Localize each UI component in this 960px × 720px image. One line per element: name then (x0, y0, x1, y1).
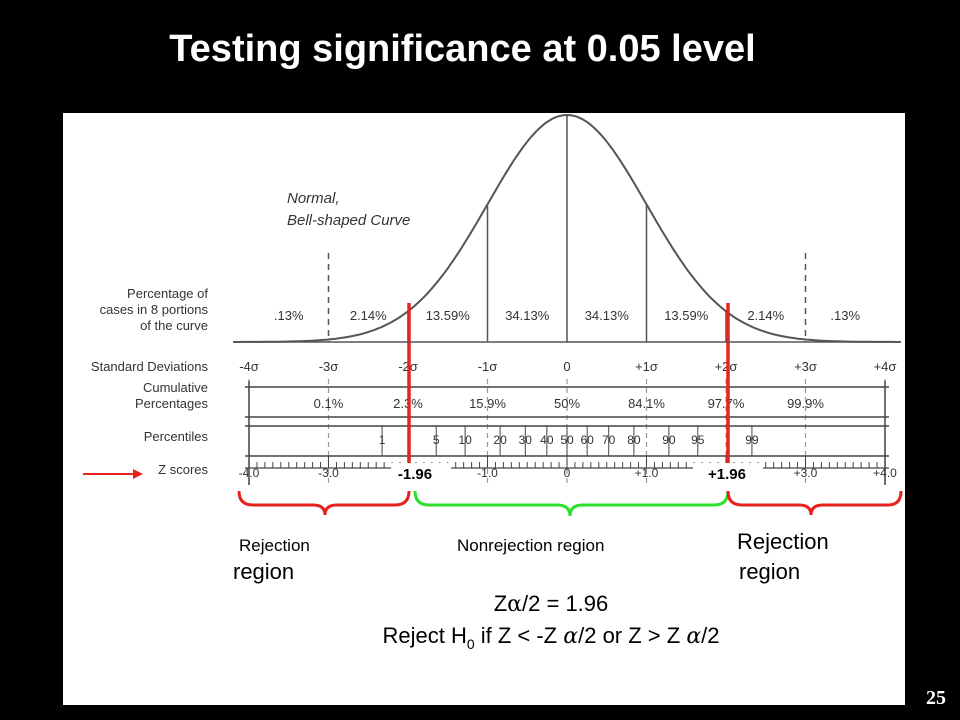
rejection-rule-formula: Reject H0 if Z < -Z α/2 or Z > Z α/2 (382, 623, 719, 652)
critical-left-bg (391, 463, 451, 485)
z-score-label: +1.0 (635, 466, 659, 480)
curve-label-line1: Normal, (287, 190, 340, 207)
sd-label: 0 (563, 359, 570, 374)
z-score-row: -4.0 -3.0 -1.0 0 +1.0 +3.0 +4.0 (239, 466, 898, 480)
right-rejection-label-2: region (739, 559, 800, 584)
percentile-label: 5 (433, 433, 440, 447)
row-label-percentiles: Percentiles (144, 429, 209, 444)
cumulative-percentage: 50% (554, 396, 580, 411)
normal-curve-diagram: Normal, Bell-shaped Curve Percentage of … (83, 113, 903, 652)
right-rejection-brace (726, 490, 903, 516)
critical-right-bg (693, 463, 763, 485)
portion-percentage: 13.59% (426, 308, 471, 323)
z-score-label: -1.0 (477, 466, 498, 480)
portion-percentage: 34.13% (505, 308, 550, 323)
nonrejection-brace (413, 490, 730, 517)
cumulative-percentage: 15.9% (469, 396, 506, 411)
row-label-cum-1: Cumulative (143, 380, 208, 395)
portion-percentage: 2.14% (747, 308, 784, 323)
sd-label: -3σ (319, 359, 339, 374)
percentile-label: 70 (602, 433, 616, 447)
cumulative-percentage: 0.1% (314, 396, 344, 411)
z-score-label: +3.0 (794, 466, 818, 480)
sd-label: +2σ (715, 359, 738, 374)
percentile-label: 1 (379, 433, 386, 447)
slide-title: Testing significance at 0.05 level (169, 28, 756, 70)
bell-curve (233, 113, 901, 343)
critical-value-formula: Zα/2 = 1.96 (494, 591, 609, 617)
sd-label: -1σ (478, 359, 498, 374)
row-label-pct-3: of the curve (140, 318, 208, 333)
sd-vertical-lines (248, 115, 886, 485)
portion-percentage: .13% (274, 308, 304, 323)
sd-label: +1σ (635, 359, 658, 374)
percentile-label: 60 (580, 433, 594, 447)
portion-percentage: .13% (830, 308, 860, 323)
cumulative-percentage: 97.7% (708, 396, 745, 411)
cumulative-percentage: 99.9% (787, 396, 824, 411)
percentile-label: 80 (627, 433, 641, 447)
left-rejection-label-2: region (233, 559, 294, 584)
critical-value-left: -1.96 (398, 466, 432, 483)
percentile-label: 40 (540, 433, 554, 447)
critical-value-right: +1.96 (708, 466, 746, 483)
percentile-row: 1 5 10 20 30 40 50 60 70 80 90 95 99 (379, 426, 759, 456)
portion-percentage: 34.13% (585, 308, 630, 323)
percentile-label: 20 (493, 433, 507, 447)
row-label-pct-2: cases in 8 portions (100, 302, 209, 317)
z-score-label: -3.0 (318, 466, 339, 480)
cumulative-percentage-row: 0.1%2.3%15.9%50%84.1%97.7%99.9% (314, 396, 825, 411)
percentile-label: 95 (691, 433, 705, 447)
percentile-label: 30 (519, 433, 533, 447)
z-score-label: -4.0 (239, 466, 260, 480)
z-score-label: 0 (564, 466, 571, 480)
standard-deviation-row: -4σ-3σ-2σ-1σ0+1σ+2σ+3σ+4σ (239, 359, 896, 374)
sd-label: +3σ (794, 359, 817, 374)
portion-percentage-row: .13% 2.14% 13.59% 34.13% 34.13% 13.59% 2.14% .1… (274, 308, 861, 323)
sd-label: -4σ (239, 359, 259, 374)
row-axis-lines (245, 381, 889, 485)
slide-number: 25 (926, 687, 946, 709)
percentile-label: 99 (745, 433, 759, 447)
nonrejection-label: Nonrejection region (457, 536, 604, 555)
row-label-pct-1: Percentage of (127, 286, 208, 301)
sd-label: +4σ (874, 359, 897, 374)
portion-percentage: 2.14% (350, 308, 387, 323)
cumulative-percentage: 84.1% (628, 396, 665, 411)
z-scores-arrow (83, 469, 143, 479)
curve-label-line2: Bell-shaped Curve (287, 212, 410, 229)
percentile-label: 10 (458, 433, 472, 447)
left-rejection-label-1: Rejection (239, 536, 310, 555)
diagram-panel: Normal, Bell-shaped Curve Percentage of … (63, 113, 905, 705)
left-rejection-brace (237, 490, 411, 516)
portion-percentage: 13.59% (664, 308, 709, 323)
z-score-label: +4.0 (873, 466, 897, 480)
percentile-label: 50 (560, 433, 574, 447)
row-label-cum-2: Percentages (135, 396, 208, 411)
percentile-label: 90 (662, 433, 676, 447)
right-rejection-label-1: Rejection (737, 529, 829, 554)
row-label-zscores: Z scores (158, 462, 208, 477)
row-label-sd: Standard Deviations (91, 359, 209, 374)
